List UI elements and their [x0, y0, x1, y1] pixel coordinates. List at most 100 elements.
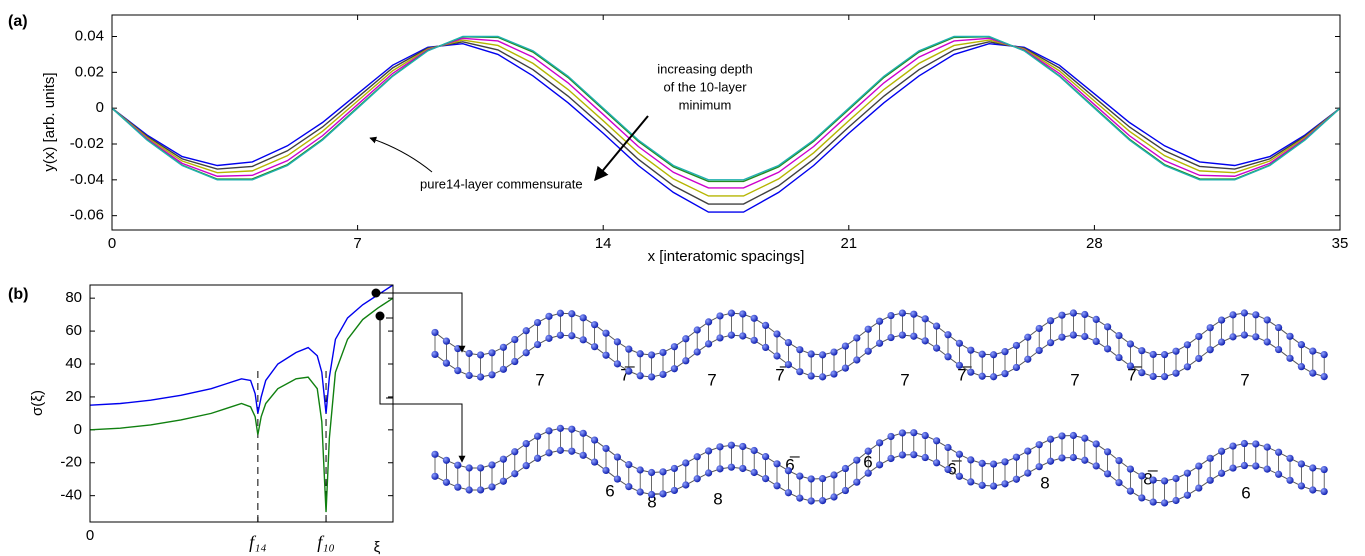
atom	[887, 311, 895, 320]
atom	[545, 312, 553, 320]
atom	[898, 451, 907, 459]
atom	[1172, 474, 1180, 483]
atom	[1229, 333, 1237, 341]
atom	[1126, 362, 1134, 370]
state-dot	[375, 311, 385, 321]
atom	[1069, 309, 1077, 317]
series-line	[89, 297, 394, 513]
atom	[670, 365, 679, 373]
atom	[978, 372, 986, 380]
atom	[431, 350, 439, 359]
atom	[1252, 462, 1260, 470]
atom	[625, 345, 633, 353]
atom	[602, 444, 610, 453]
atom	[659, 490, 667, 498]
atom	[1252, 333, 1260, 341]
atom	[716, 443, 724, 451]
atom	[579, 336, 587, 344]
atom	[1309, 347, 1317, 355]
atom	[682, 481, 690, 489]
atom	[967, 478, 975, 486]
atom	[876, 439, 884, 447]
atom	[477, 464, 485, 472]
atom	[534, 318, 542, 327]
atom	[990, 373, 998, 381]
atom	[864, 347, 872, 355]
atom	[534, 454, 542, 462]
atom	[625, 461, 633, 469]
atom	[1263, 338, 1271, 346]
atom	[1149, 498, 1157, 506]
atom	[921, 337, 929, 345]
annotation-arrow	[594, 115, 649, 182]
annotation: minimum	[679, 97, 732, 112]
state-dot	[371, 288, 381, 298]
x-tick-label: 0	[86, 527, 94, 544]
atom	[716, 312, 724, 320]
atom	[841, 342, 850, 350]
atom	[579, 429, 587, 437]
atom	[1183, 341, 1191, 349]
atom	[807, 372, 815, 380]
atom	[545, 334, 553, 342]
atom	[648, 373, 656, 381]
atom	[1047, 435, 1055, 443]
atom	[465, 464, 473, 472]
atom	[819, 373, 827, 381]
atom	[739, 442, 747, 451]
atom	[454, 367, 462, 375]
atom	[442, 359, 450, 367]
atom	[716, 465, 724, 473]
atom	[807, 497, 815, 505]
atom	[1035, 463, 1043, 471]
atom	[762, 321, 770, 330]
atom	[1161, 373, 1169, 381]
atom	[967, 368, 975, 376]
y-tick-label: 0.02	[75, 63, 104, 80]
atom	[1183, 363, 1191, 371]
atom	[1115, 331, 1123, 340]
atom	[1286, 476, 1294, 484]
atom	[1024, 355, 1032, 363]
atom	[944, 443, 952, 452]
atom	[488, 371, 496, 379]
x-axis-label: x [interatomic spacings]	[648, 248, 805, 265]
atom	[659, 348, 667, 357]
atom	[613, 338, 622, 346]
atom	[465, 371, 473, 380]
atom	[796, 368, 804, 376]
atom	[1138, 472, 1146, 480]
atom	[1149, 476, 1157, 484]
atom	[1297, 341, 1305, 349]
y-tick-label: -0.02	[70, 135, 104, 152]
atom	[1047, 457, 1055, 465]
x-tick-label: 35	[1332, 235, 1349, 252]
atom	[1035, 441, 1043, 449]
atom	[898, 309, 907, 317]
atom	[1149, 350, 1157, 359]
y-axis-label: y(x) [arb. units]	[41, 72, 58, 171]
atom	[955, 472, 964, 480]
atom	[682, 357, 690, 365]
y-tick-label: 80	[65, 289, 82, 306]
y-tick-label: 40	[65, 355, 82, 372]
y-tick-label: -20	[60, 454, 82, 471]
atom	[1275, 448, 1283, 456]
atom	[978, 481, 986, 489]
atom	[1081, 456, 1089, 464]
atom	[1161, 351, 1169, 359]
atom	[727, 441, 736, 449]
atom	[796, 494, 804, 502]
atom	[1001, 370, 1009, 378]
atom	[1161, 499, 1169, 507]
atom	[841, 486, 850, 495]
atom	[591, 436, 599, 444]
atom	[499, 477, 507, 485]
atom	[477, 486, 485, 494]
atom	[454, 483, 462, 491]
atom	[716, 334, 724, 342]
atom	[1001, 480, 1009, 488]
atom	[1195, 332, 1203, 341]
atom	[921, 453, 929, 462]
atom	[602, 351, 610, 359]
